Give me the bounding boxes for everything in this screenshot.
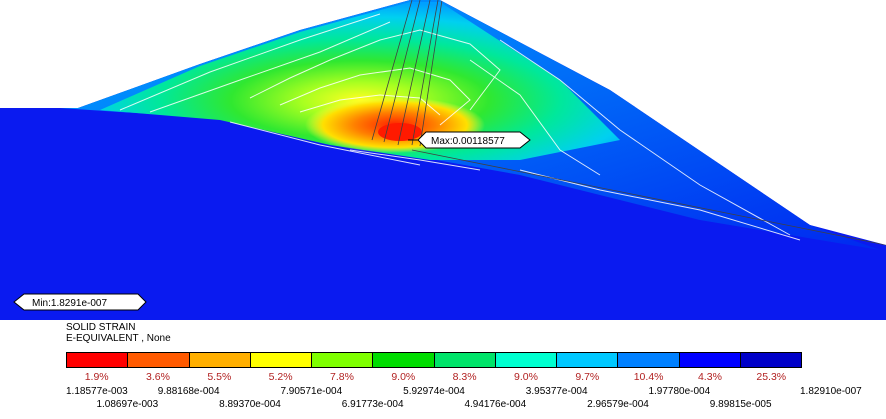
strain-contour-plot: Max:0.00118577 Min:1.8291e-007 xyxy=(0,0,886,320)
legend-tick-bottom: 9.89815e-005 xyxy=(709,399,772,410)
legend-swatch xyxy=(128,353,190,367)
legend-tick-top: 1.82910e-007 xyxy=(800,386,862,397)
legend-swatch xyxy=(557,353,619,367)
min-label: Min:1.8291e-007 xyxy=(32,298,107,309)
legend-tick-top: 9.88168e-004 xyxy=(157,386,220,397)
legend-percentage: 9.0% xyxy=(513,371,538,383)
legend-swatch xyxy=(189,353,251,367)
legend-percentage: 4.3% xyxy=(697,371,722,383)
legend-percentages: 1.9% 3.6% 5.5% 5.2% 7.8% 9.0% 8.3% 9.0% 9.7% 10.4… xyxy=(66,371,802,385)
max-callout: Max:0.00118577 xyxy=(408,131,531,149)
core-boundaries xyxy=(371,0,886,246)
legend-tick-bottom: 1.08697e-003 xyxy=(96,399,159,410)
legend-percentage: 25.3% xyxy=(756,371,787,383)
legend-swatch xyxy=(373,353,435,367)
legend-result-component: E-EQUIVALENT , None xyxy=(66,333,171,344)
legend-percentage: 5.2% xyxy=(268,371,293,383)
legend-swatch xyxy=(67,353,129,367)
model-viewport: Max:0.00118577 Min:1.8291e-007 xyxy=(0,0,886,320)
legend-percentage: 1.9% xyxy=(84,371,109,383)
strain-zone-core xyxy=(100,2,620,160)
legend-tick-top: 3.95377e-004 xyxy=(525,386,588,397)
legend-swatch xyxy=(740,353,801,367)
legend-swatch xyxy=(434,353,496,367)
max-label: Max:0.00118577 xyxy=(431,136,505,147)
legend-tick-bottom: 4.94176e-004 xyxy=(464,399,527,410)
legend-result-type: SOLID STRAIN xyxy=(66,322,136,333)
legend-title: SOLID STRAIN E-EQUIVALENT , None xyxy=(66,322,171,344)
contour-lines xyxy=(119,13,801,241)
legend-colorbar xyxy=(66,352,802,368)
legend-tick-top: 1.97780e-004 xyxy=(648,386,711,397)
legend-percentage: 5.5% xyxy=(207,371,232,383)
legend-tick-bottom: 2.96579e-004 xyxy=(587,399,649,410)
legend-tick-top: 1.18577e-003 xyxy=(66,386,128,397)
legend-tick-bottom: 8.89370e-004 xyxy=(219,399,281,410)
legend-percentage: 9.0% xyxy=(391,371,416,383)
legend-percentage: 10.4% xyxy=(633,371,664,383)
legend-tick-bottom: 6.91773e-004 xyxy=(341,399,404,410)
legend-percentage: 7.8% xyxy=(330,371,354,383)
legend-tick-top: 5.92974e-004 xyxy=(403,386,465,397)
legend-percentage: 8.3% xyxy=(452,371,477,383)
legend-swatch xyxy=(250,353,312,367)
legend-tick-top: 7.90571e-004 xyxy=(280,386,343,397)
legend-swatch xyxy=(618,353,680,367)
legend-percentage: 9.7% xyxy=(575,371,600,383)
legend-swatch xyxy=(495,353,557,367)
min-callout: Min:1.8291e-007 xyxy=(13,293,147,311)
legend-percentage: 3.6% xyxy=(146,371,170,383)
legend-swatch xyxy=(679,353,741,367)
legend-swatch xyxy=(312,353,374,367)
strain-peak xyxy=(378,123,422,141)
